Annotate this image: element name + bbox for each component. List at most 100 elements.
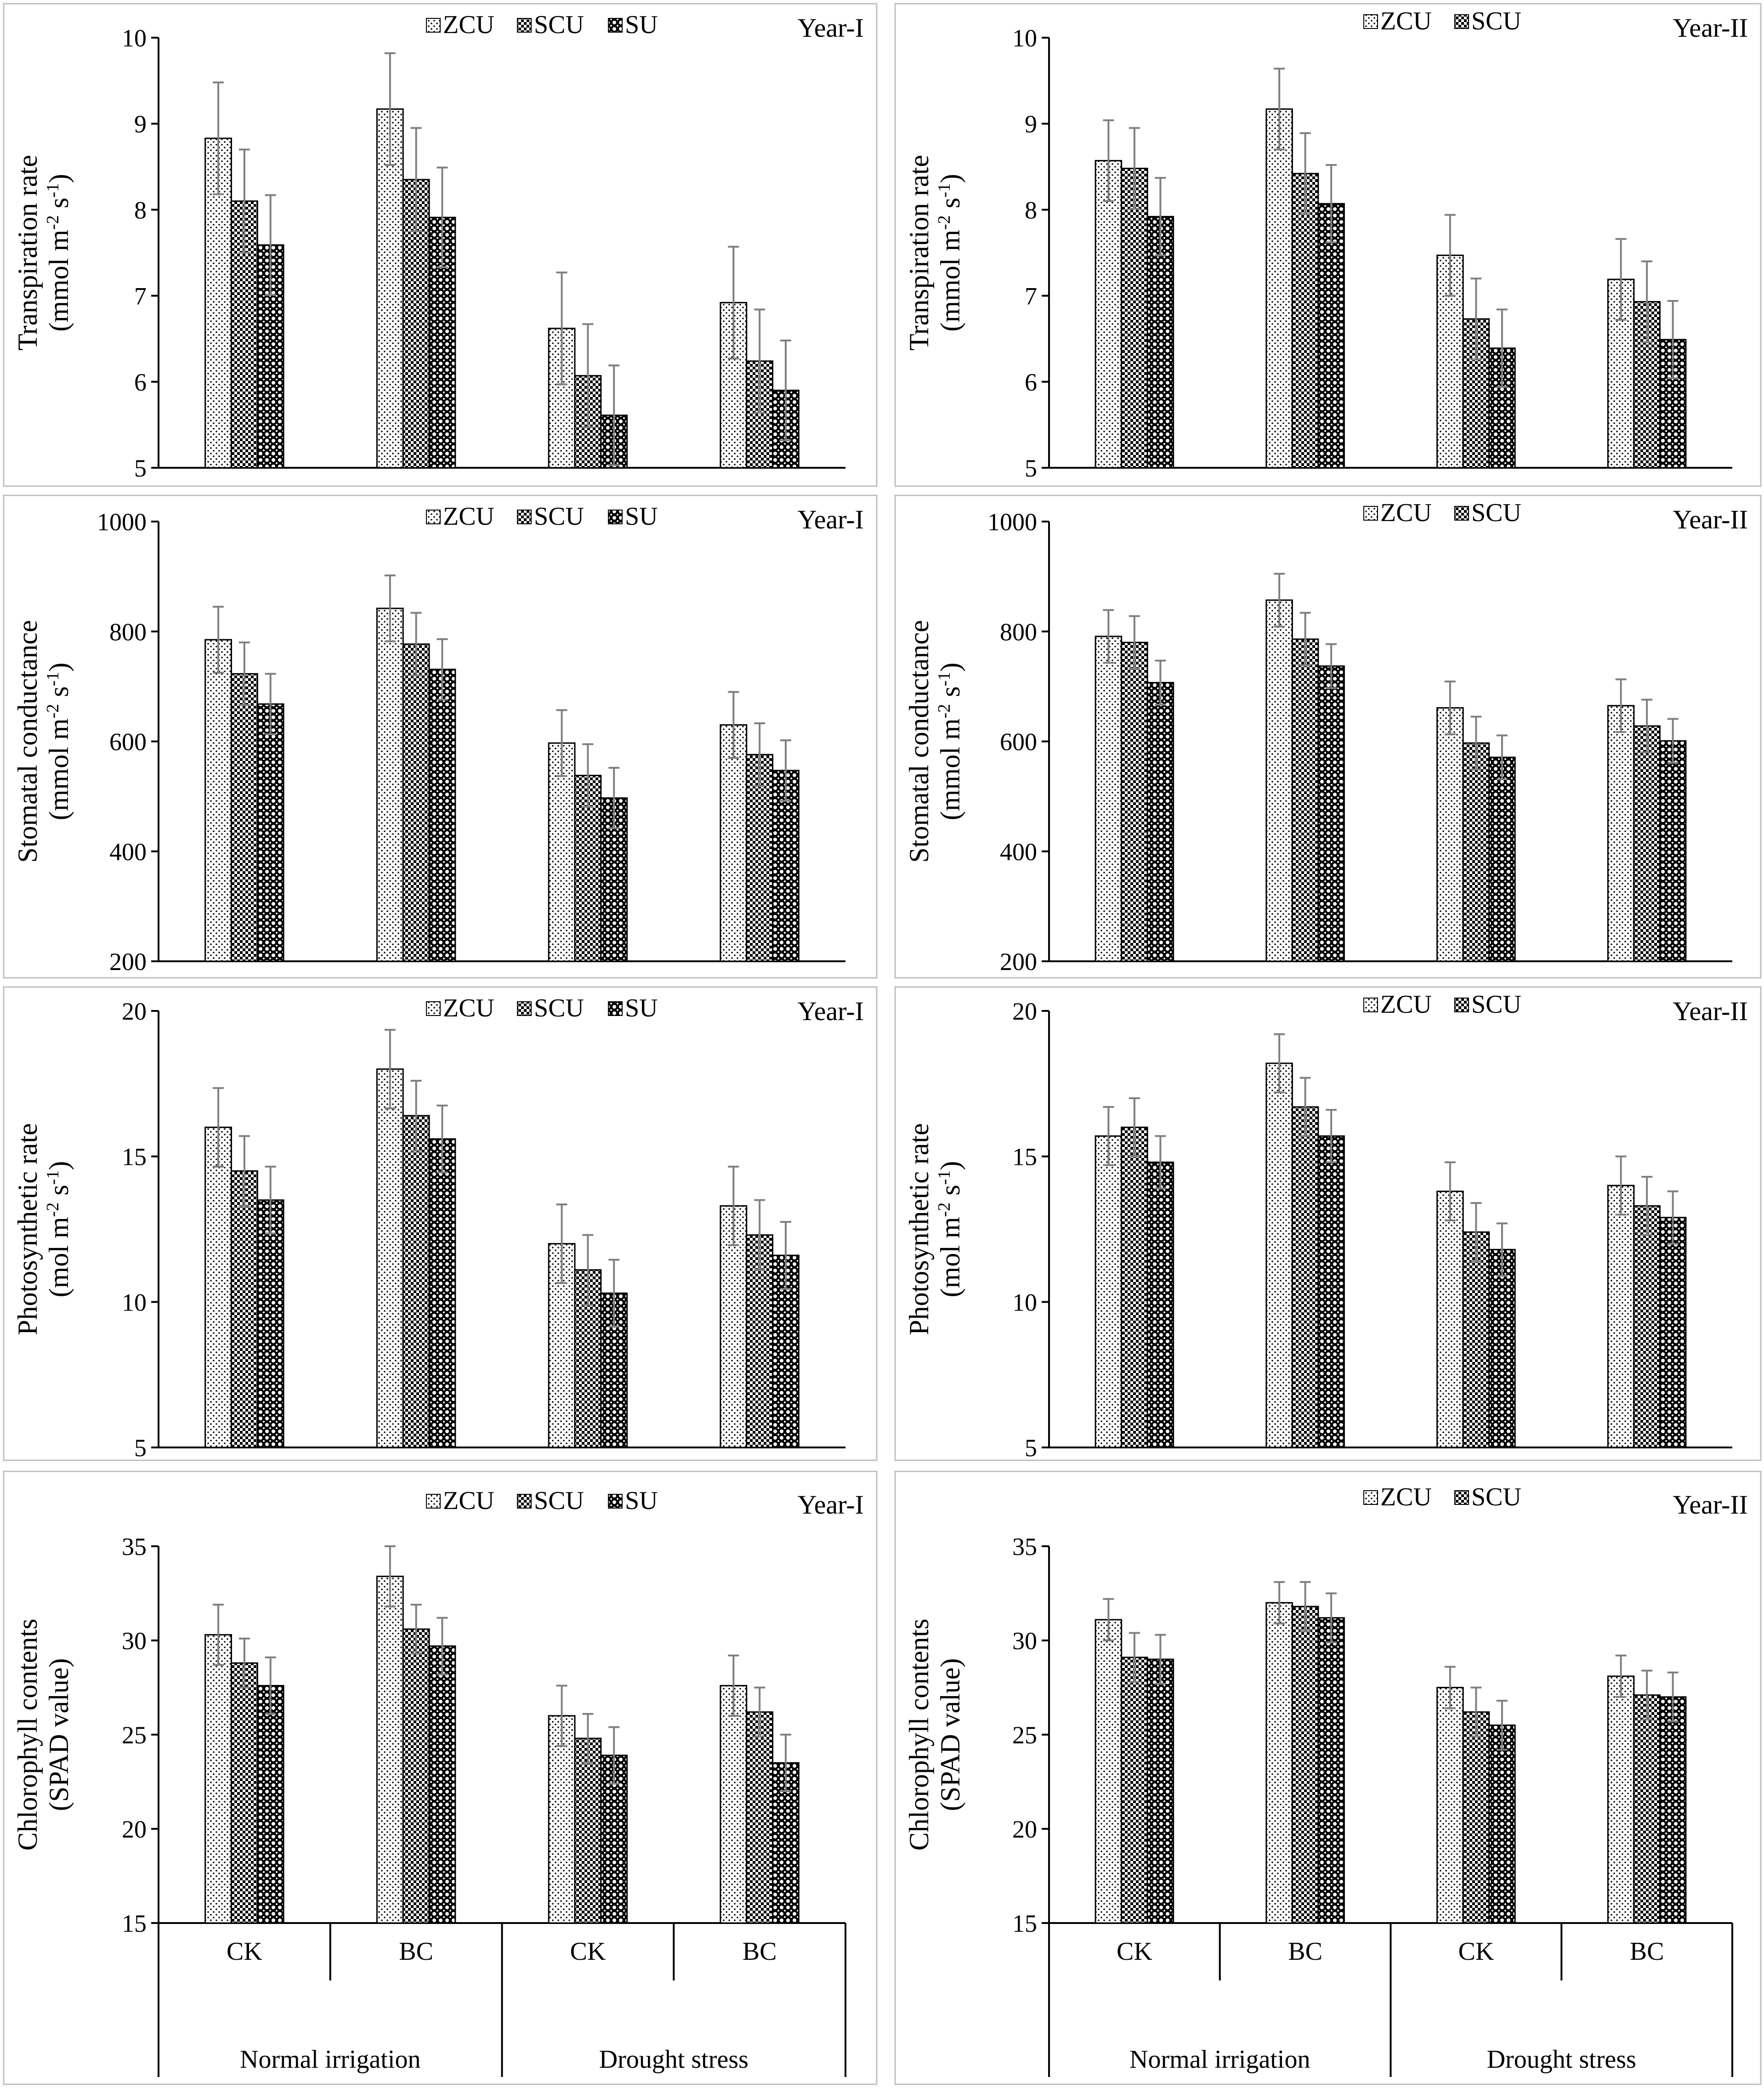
y-axis-units: (SPAD value) bbox=[935, 1658, 965, 1811]
unit-exponent: -2 bbox=[43, 704, 62, 719]
legend-label-zcu: ZCU bbox=[1380, 499, 1432, 527]
bar-zcu bbox=[1436, 1687, 1464, 1924]
y-tick-label: 400 bbox=[1000, 838, 1037, 866]
legend-label-su: SU bbox=[625, 11, 658, 39]
y-axis-units: (mol m-2 s-1) bbox=[935, 1161, 965, 1298]
legend-swatch-zcu bbox=[426, 18, 441, 33]
unit-text: (mmol m bbox=[935, 230, 965, 332]
bar-zcu bbox=[1436, 1191, 1464, 1448]
y-tick-label: 5 bbox=[134, 454, 147, 482]
unit-text: (mmol m bbox=[935, 718, 965, 820]
bar-zcu bbox=[1095, 160, 1123, 469]
bar-su bbox=[428, 1645, 456, 1924]
bar-scu bbox=[402, 1115, 430, 1448]
legend-swatch-zcu bbox=[1363, 506, 1378, 521]
legend-swatch-su bbox=[608, 510, 623, 524]
y-tick-label: 5 bbox=[134, 1434, 147, 1462]
y-axis-units: (mmol m-2 s-1) bbox=[935, 663, 965, 820]
bar-zcu bbox=[204, 1126, 232, 1448]
y-tick-label: 25 bbox=[122, 1721, 147, 1749]
bar-zcu bbox=[1095, 1619, 1123, 1924]
bar-su bbox=[1488, 1248, 1516, 1448]
unit-text: (mol m bbox=[44, 1217, 74, 1297]
bar-scu bbox=[1121, 641, 1148, 962]
y-tick-label: 35 bbox=[122, 1533, 147, 1560]
bar-scu bbox=[1291, 1106, 1319, 1448]
bar-scu bbox=[1633, 725, 1661, 962]
y-tick-label: 10 bbox=[122, 1288, 147, 1316]
y-tick-label: 800 bbox=[1000, 618, 1037, 646]
unit-text: s bbox=[44, 198, 74, 215]
y-tick-label: 15 bbox=[122, 1143, 147, 1171]
legend-label-zcu: ZCU bbox=[443, 994, 494, 1022]
year-label: Year-II bbox=[1673, 505, 1748, 534]
bar-zcu bbox=[376, 1576, 404, 1924]
unit-exponent: -1 bbox=[935, 183, 954, 198]
legend-label-scu: SCU bbox=[534, 1487, 584, 1515]
bar-su bbox=[1488, 756, 1516, 962]
y-tick-label: 30 bbox=[1012, 1627, 1037, 1655]
bar-scu bbox=[1291, 173, 1319, 469]
legend-swatch-scu bbox=[1454, 998, 1469, 1012]
legend-label-scu: SCU bbox=[534, 994, 584, 1022]
x-group-label: Drought stress bbox=[1487, 2045, 1636, 2074]
bar-su bbox=[428, 1138, 456, 1448]
unit-text: (mmol m bbox=[44, 718, 74, 820]
legend-label-zcu: ZCU bbox=[443, 11, 494, 39]
y-tick-label: 7 bbox=[134, 283, 147, 310]
legend-label-zcu: ZCU bbox=[443, 1487, 494, 1515]
bar-su bbox=[1146, 682, 1174, 962]
legend-swatch-zcu bbox=[1363, 1490, 1378, 1505]
unit-text: ) bbox=[44, 174, 74, 183]
y-tick-label: 10 bbox=[1012, 24, 1037, 52]
chart-p2: 5 6 7 8 9 10 Transpiration rate (mmol m-2 s-1) Y… bbox=[894, 3, 1762, 487]
x-category-label: CK bbox=[227, 1937, 262, 1966]
bar-zcu bbox=[548, 1715, 576, 1924]
y-tick-label: 15 bbox=[122, 1910, 147, 1937]
bar-scu bbox=[1462, 1711, 1490, 1924]
bar-zcu bbox=[720, 1685, 748, 1924]
bar-zcu bbox=[376, 607, 404, 962]
legend-label-scu: SCU bbox=[534, 502, 584, 531]
bar-scu bbox=[230, 1662, 258, 1924]
legend-swatch-scu bbox=[1454, 506, 1469, 521]
bar-zcu bbox=[1607, 1185, 1635, 1448]
unit-text: s bbox=[44, 1185, 74, 1202]
bar-zcu bbox=[1265, 599, 1293, 962]
bar-su bbox=[1317, 1617, 1345, 1924]
unit-exponent: -1 bbox=[43, 183, 62, 198]
bar-scu bbox=[230, 1170, 258, 1448]
bar-su bbox=[1146, 216, 1174, 469]
bar-su bbox=[1146, 1161, 1174, 1448]
unit-text: ) bbox=[44, 663, 74, 672]
y-axis-title: Photosynthetic rate bbox=[904, 1123, 934, 1335]
x-category-label: CK bbox=[1117, 1937, 1152, 1966]
bar-scu bbox=[402, 1628, 430, 1924]
bar-scu bbox=[1121, 1657, 1148, 1924]
y-tick-label: 8 bbox=[134, 196, 147, 224]
bar-scu bbox=[230, 673, 258, 962]
unit-text: s bbox=[935, 198, 965, 215]
chart-p3: 200 400 600 800 1000 Stomatal conductance (mmo… bbox=[3, 494, 878, 979]
y-tick-label: 9 bbox=[1025, 110, 1037, 138]
y-tick-label: 9 bbox=[134, 110, 147, 138]
y-axis-title: Stomatal conductance bbox=[904, 620, 934, 862]
year-label: Year-II bbox=[1673, 1490, 1748, 1520]
legend-label-scu: SCU bbox=[534, 11, 584, 39]
unit-exponent: -2 bbox=[43, 1203, 62, 1217]
x-category-label: BC bbox=[1288, 1937, 1322, 1966]
chart-p4: 200 400 600 800 1000 Stomatal conductance (mmo… bbox=[894, 494, 1762, 979]
x-group-label: Normal irrigation bbox=[240, 2045, 420, 2074]
year-label: Year-I bbox=[798, 505, 864, 534]
unit-exponent: -1 bbox=[43, 672, 62, 687]
y-tick-label: 800 bbox=[109, 618, 147, 646]
y-tick-label: 5 bbox=[1025, 1434, 1037, 1462]
bar-zcu bbox=[720, 724, 748, 962]
year-label: Year-I bbox=[798, 996, 864, 1026]
y-tick-label: 1000 bbox=[987, 508, 1037, 536]
y-tick-label: 600 bbox=[109, 728, 147, 756]
legend-label-zcu: ZCU bbox=[1380, 7, 1432, 35]
legend-label-su: SU bbox=[625, 502, 658, 531]
bar-zcu bbox=[1607, 1675, 1635, 1924]
